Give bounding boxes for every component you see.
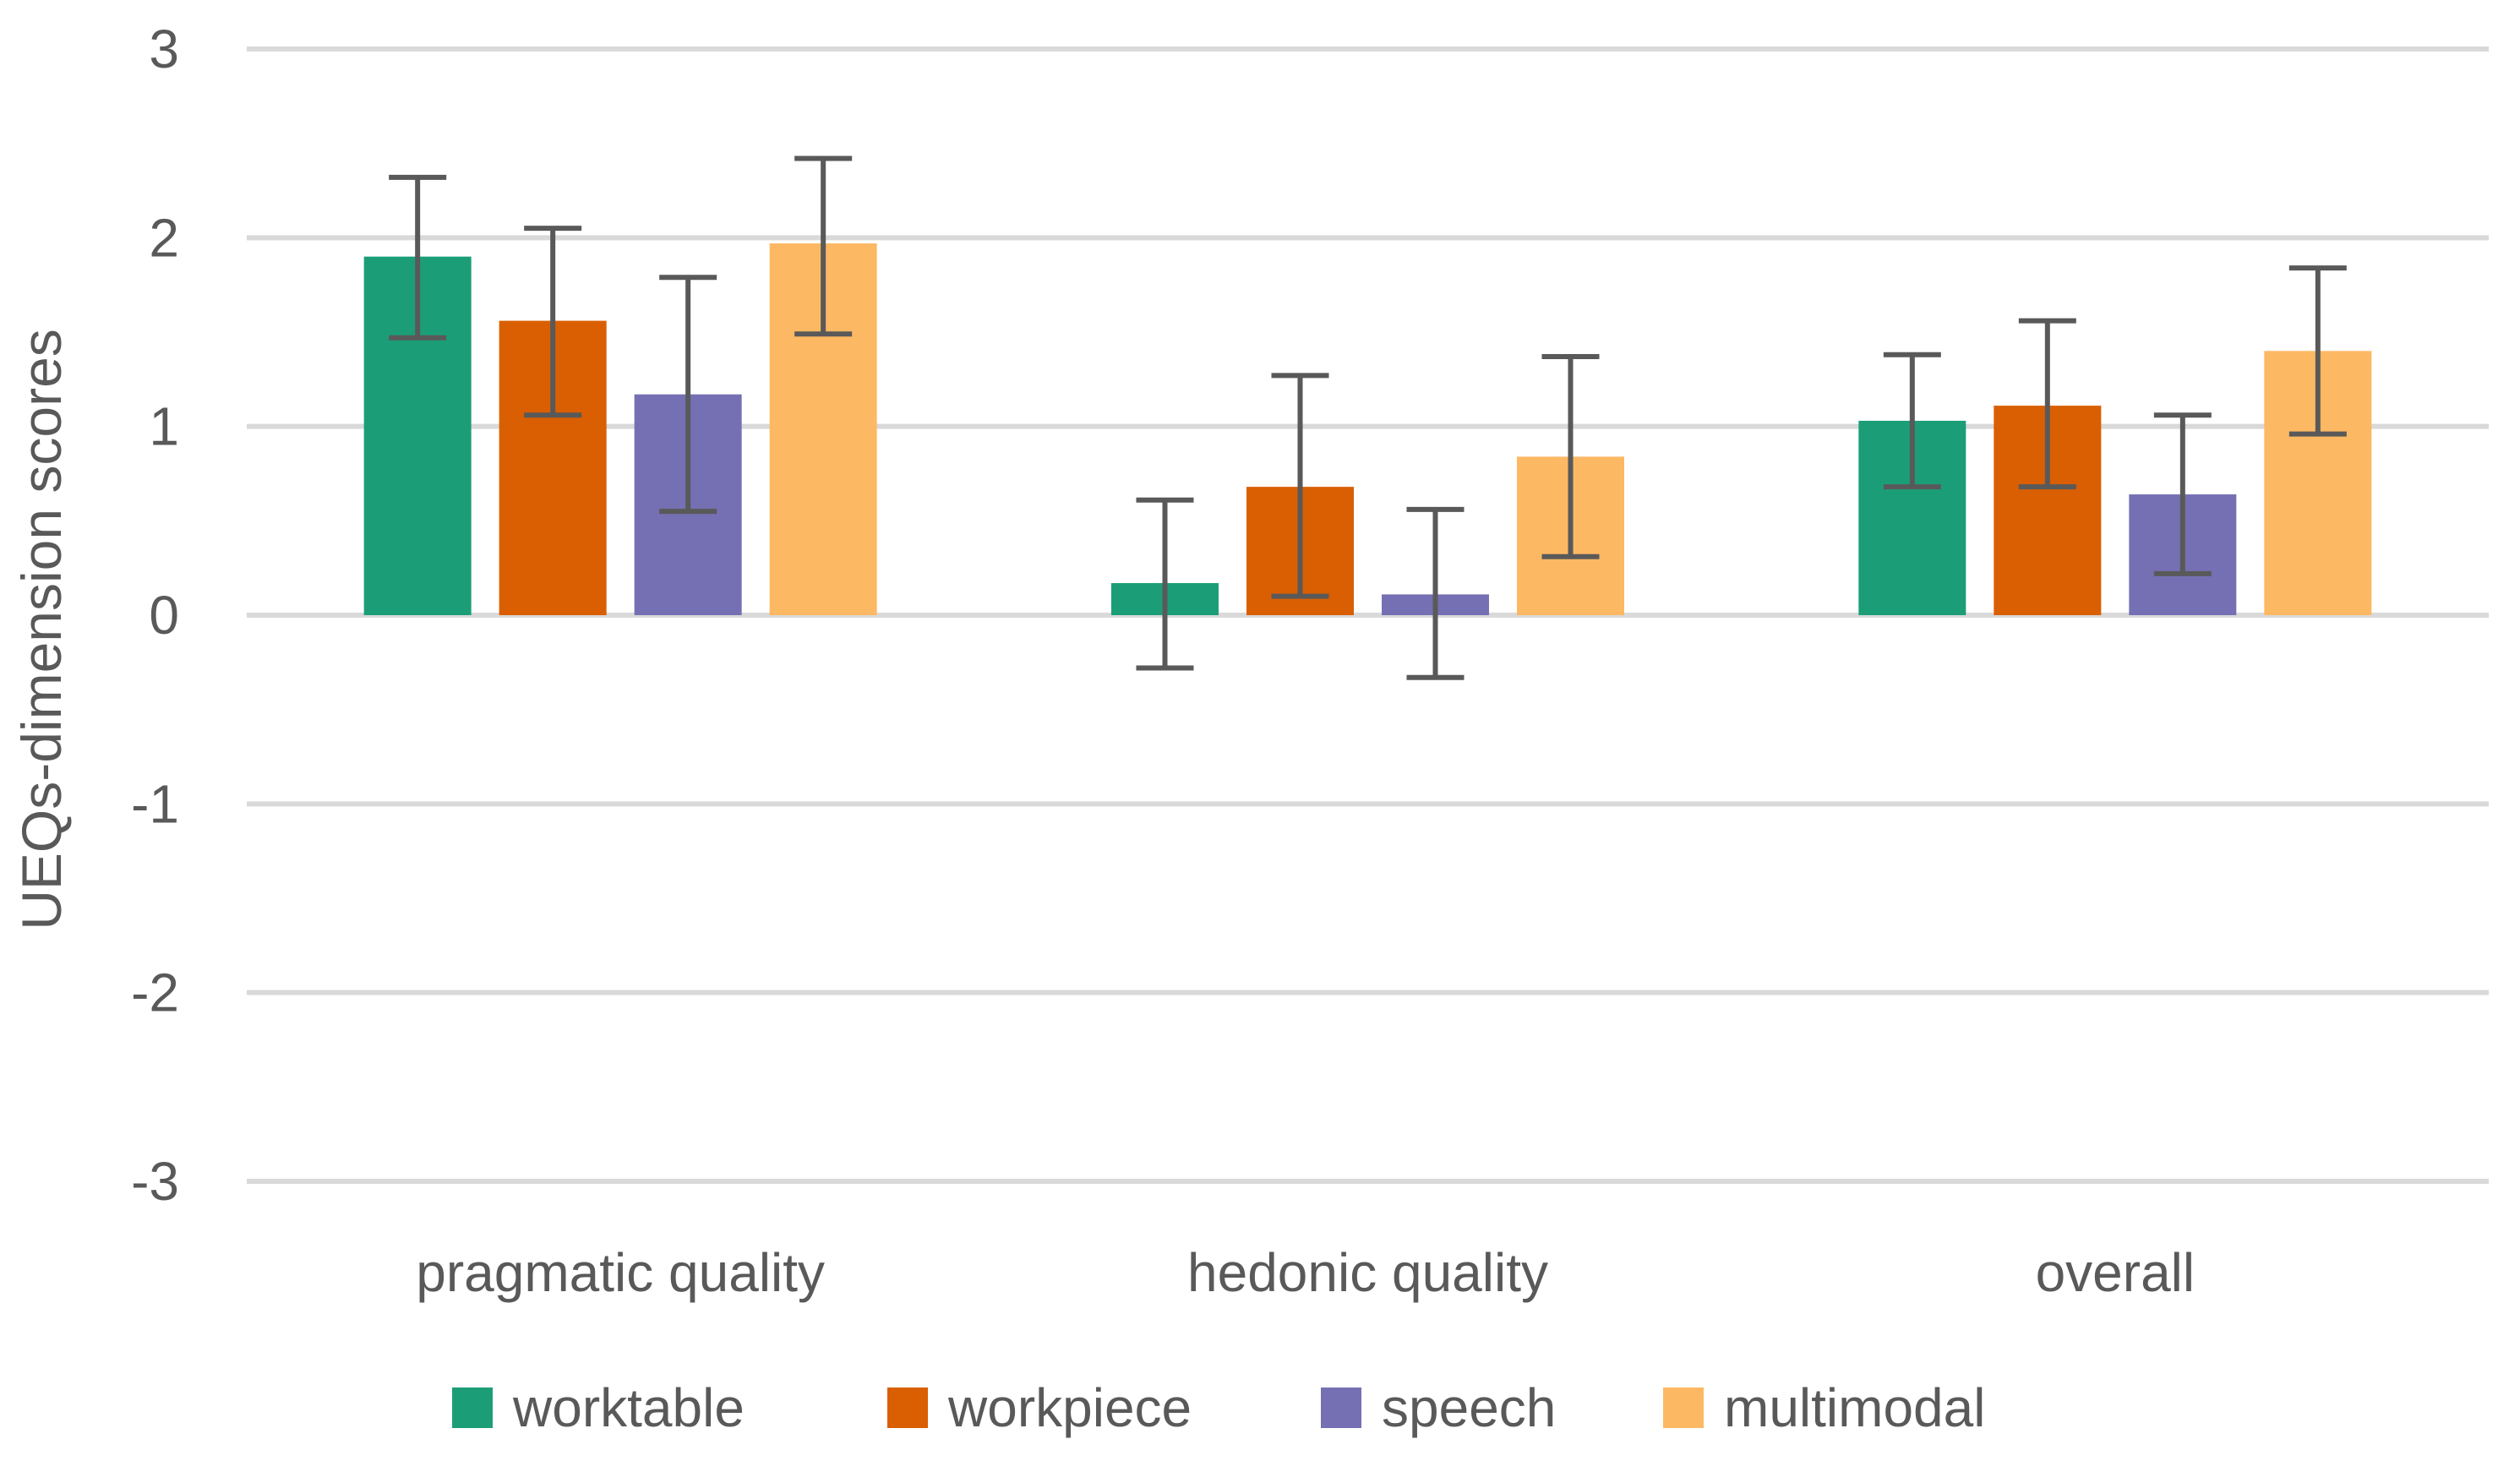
y-axis-ticks: 3 2 1 0 -1 -2 -3: [131, 19, 179, 1212]
gridlines: [247, 46, 2489, 1184]
legend-label: workpiece: [947, 1377, 1192, 1438]
legend-swatch: [887, 1387, 928, 1428]
y-tick-label: -1: [131, 773, 179, 834]
bars: [363, 243, 2372, 615]
legend-item-multimodal[interactable]: multimodal: [1663, 1377, 1985, 1438]
legend-label: multimodal: [1724, 1377, 1985, 1438]
x-category-label: pragmatic quality: [416, 1242, 825, 1303]
legend-label: speech: [1382, 1377, 1556, 1438]
legend-swatch: [1321, 1387, 1361, 1428]
legend-item-worktable[interactable]: worktable: [452, 1377, 745, 1438]
error-bars: [389, 155, 2347, 680]
legend-swatch: [452, 1387, 493, 1428]
x-axis-labels: pragmatic quality hedonic quality overall: [416, 1242, 2195, 1303]
y-tick-label: 0: [149, 585, 179, 646]
legend-item-workpiece[interactable]: workpiece: [887, 1377, 1192, 1438]
y-tick-label: 2: [149, 207, 179, 268]
y-tick-label: -2: [131, 962, 179, 1023]
y-tick-label: 1: [149, 396, 179, 457]
legend-swatch: [1663, 1387, 1704, 1428]
legend[interactable]: worktable workpiece speech multimodal: [452, 1377, 1985, 1438]
legend-item-speech[interactable]: speech: [1321, 1377, 1556, 1438]
y-tick-label: -3: [131, 1151, 179, 1212]
y-axis-title: UEQs-dimension scores: [10, 329, 73, 930]
x-category-label: overall: [2036, 1242, 2195, 1303]
x-category-label: hedonic quality: [1187, 1242, 1548, 1303]
y-tick-label: 3: [149, 19, 179, 79]
legend-label: worktable: [512, 1377, 745, 1438]
